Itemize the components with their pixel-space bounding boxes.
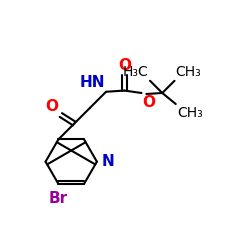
Text: N: N: [101, 154, 114, 169]
Text: O: O: [143, 95, 156, 110]
Text: H₃C: H₃C: [123, 65, 149, 79]
Text: Br: Br: [49, 191, 68, 206]
Text: CH₃: CH₃: [176, 65, 202, 79]
Text: O: O: [118, 58, 131, 73]
Text: CH₃: CH₃: [177, 106, 203, 120]
Text: O: O: [46, 99, 59, 114]
Text: HN: HN: [79, 75, 105, 90]
